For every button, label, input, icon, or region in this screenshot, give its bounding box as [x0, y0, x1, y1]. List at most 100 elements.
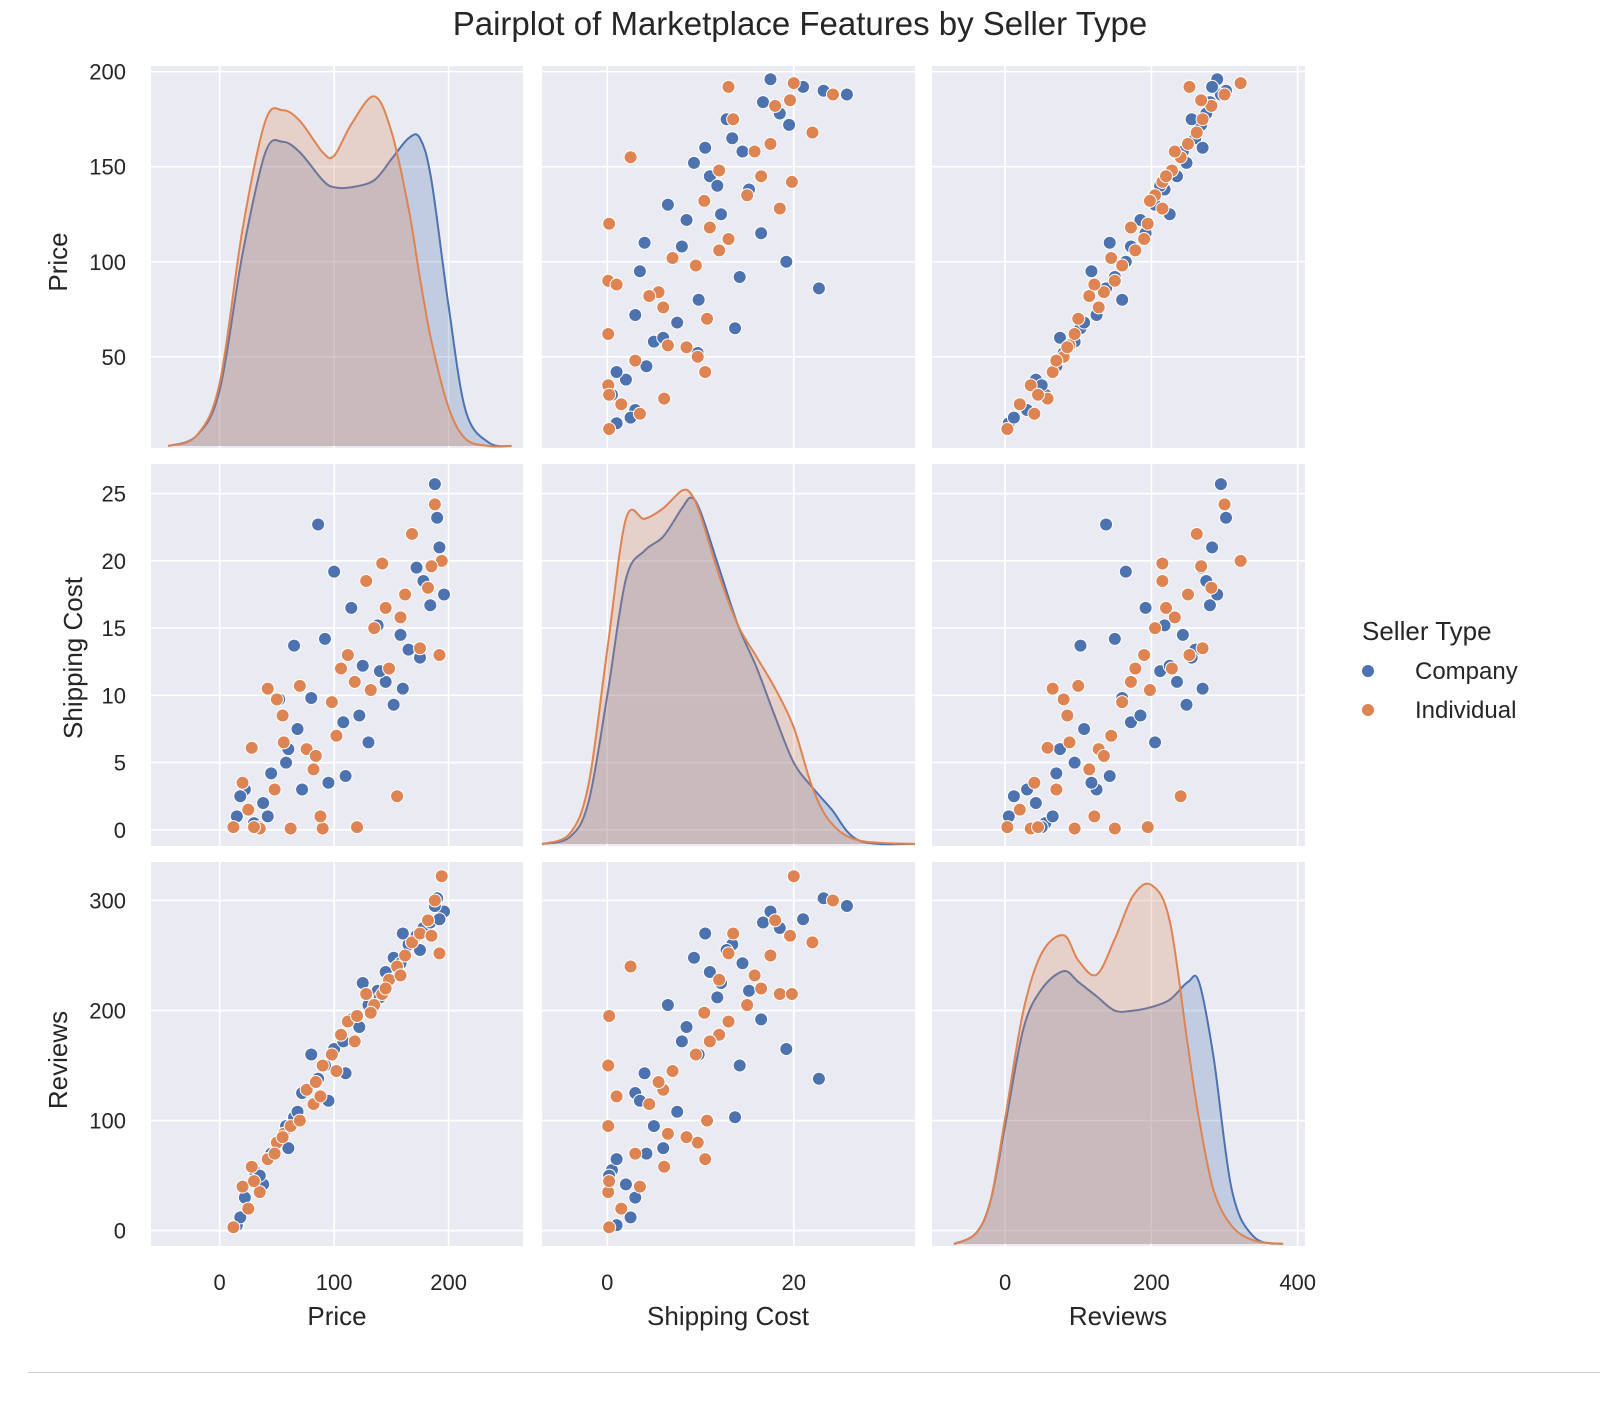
- scatter-point-company: [1213, 477, 1228, 492]
- scatter-point-individual: [712, 163, 727, 178]
- scatter-point-company: [1195, 140, 1210, 155]
- scatter-point-company: [811, 1071, 826, 1086]
- scatter-point-individual: [1182, 648, 1197, 662]
- scatter-point-individual: [660, 338, 675, 353]
- scatter-point-company: [295, 782, 310, 797]
- scatter-point-company: [646, 1119, 661, 1134]
- scatter-point-individual: [1217, 87, 1232, 102]
- scatter-point-company: [779, 254, 794, 269]
- scatter-point-individual: [432, 946, 447, 961]
- scatter-point-individual: [628, 1146, 643, 1161]
- y-tick-label: 10: [102, 683, 126, 708]
- scatter-point-company: [714, 207, 729, 222]
- panel-price-vs-shipping-cost: [542, 66, 915, 448]
- scatter-point-individual: [623, 959, 638, 974]
- scatter-point-individual: [651, 1075, 666, 1090]
- scatter-point-individual: [1189, 125, 1204, 140]
- kde-line-individual: [541, 488, 916, 845]
- panel-price-vs-reviews: [932, 66, 1305, 448]
- scatter-point-individual: [783, 928, 798, 943]
- y-tick-label: 15: [102, 616, 126, 641]
- scatter-point-individual: [1233, 553, 1248, 568]
- scatter-point-individual: [1040, 740, 1055, 755]
- y-tick-label: 5: [114, 751, 126, 776]
- scatter-point-individual: [412, 926, 427, 941]
- scatter-point-individual: [260, 681, 275, 696]
- scatter-point-individual: [726, 926, 741, 941]
- scatter-point-company: [352, 708, 367, 723]
- scatter-point-company: [361, 735, 376, 750]
- scatter-point-individual: [763, 948, 778, 963]
- scatter-point-company: [1052, 330, 1067, 345]
- scatter-point-company: [321, 775, 336, 790]
- scatter-point-company: [1175, 627, 1190, 642]
- scatter-point-company: [698, 140, 713, 155]
- scatter-point-individual: [434, 869, 449, 884]
- scatter-point-individual: [315, 821, 330, 836]
- scatter-point-individual: [698, 1152, 713, 1167]
- scatter-point-individual: [665, 1064, 680, 1079]
- scatter-point-individual: [602, 1220, 617, 1235]
- scatter-point-individual: [241, 802, 256, 817]
- scatter-point-individual: [1027, 775, 1042, 790]
- panel-background: [151, 464, 523, 846]
- scatter-point-individual: [602, 387, 617, 402]
- scatter-point-company: [437, 587, 452, 602]
- scatter-point-individual: [1060, 708, 1075, 723]
- scatter-point-individual: [1091, 300, 1106, 315]
- scatter-point-individual: [404, 526, 419, 541]
- scatter-point-individual: [244, 740, 259, 755]
- scatter-point-company: [839, 899, 854, 914]
- scatter-point-individual: [628, 353, 643, 368]
- scatter-point-company: [779, 1042, 794, 1057]
- scatter-point-company: [691, 292, 706, 307]
- scatter-point-individual: [660, 1126, 675, 1141]
- scatter-point-individual: [1000, 820, 1015, 835]
- scatter-point-individual: [1107, 273, 1122, 288]
- scatter-point-individual: [688, 1047, 703, 1062]
- scatter-point-individual: [679, 340, 694, 355]
- scatter-point-company: [756, 915, 771, 930]
- scatter-point-company: [710, 178, 725, 193]
- scatter-point-company: [1179, 697, 1194, 712]
- scatter-point-company: [702, 965, 717, 980]
- scatter-point-individual: [420, 913, 435, 928]
- scatter-point-individual: [1104, 728, 1119, 743]
- scatter-point-individual: [1155, 574, 1170, 589]
- scatter-point-individual: [623, 150, 638, 165]
- scatter-point-company: [279, 755, 294, 770]
- scatter-point-individual: [347, 674, 362, 689]
- x-tick-label: 0: [999, 1270, 1011, 1295]
- scatter-point-company: [742, 983, 757, 998]
- scatter-point-individual: [313, 1089, 328, 1104]
- scatter-point-company: [430, 510, 445, 525]
- scatter-point-company: [754, 1012, 769, 1027]
- scatter-point-individual: [632, 406, 647, 421]
- scatter-point-individual: [313, 809, 328, 824]
- scatter-point-individual: [292, 678, 307, 693]
- scatter-point-individual: [657, 391, 672, 406]
- scatter-point-individual: [805, 125, 820, 140]
- y-label-price: Price: [43, 232, 73, 291]
- scatter-point-individual: [614, 397, 629, 412]
- scatter-point-company: [409, 560, 424, 575]
- legend-marker-individual: [1361, 703, 1375, 717]
- scatter-point-company: [686, 155, 701, 170]
- scatter-point-individual: [1217, 497, 1232, 512]
- scatter-point-company: [233, 789, 248, 804]
- scatter-point-individual: [602, 1174, 617, 1189]
- scatter-point-company: [281, 1141, 296, 1156]
- scatter-point-individual: [1137, 648, 1152, 662]
- scatter-point-individual: [1031, 820, 1046, 835]
- scatter-point-company: [763, 72, 778, 87]
- scatter-point-company: [1084, 775, 1099, 790]
- scatter-point-individual: [1180, 587, 1195, 602]
- scatter-point-company: [344, 600, 359, 615]
- scatter-point-individual: [412, 641, 427, 656]
- scatter-point-individual: [1115, 695, 1130, 710]
- scatter-point-individual: [702, 1034, 717, 1049]
- scatter-point-individual: [601, 326, 616, 341]
- scatter-point-company: [728, 321, 743, 336]
- scatter-point-individual: [784, 174, 799, 189]
- scatter-point-company: [660, 197, 675, 212]
